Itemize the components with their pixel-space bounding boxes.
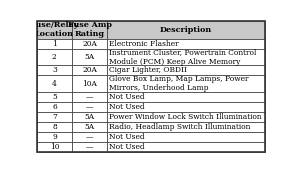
Text: 4: 4 (52, 80, 57, 88)
Text: —: — (86, 93, 93, 101)
Text: 3: 3 (52, 66, 57, 74)
Text: Glove Box Lamp, Map Lamps, Power
Mirrors, Underhood Lamp: Glove Box Lamp, Map Lamps, Power Mirrors… (109, 75, 249, 93)
Bar (72, 122, 107, 132)
Bar (37, 21, 72, 39)
Text: —: — (86, 143, 93, 151)
Text: 2: 2 (52, 53, 57, 61)
Bar (37, 142, 72, 152)
Text: Radio, Headlamp Switch Illumination: Radio, Headlamp Switch Illumination (109, 123, 250, 131)
Bar (37, 75, 72, 92)
Text: 6: 6 (52, 103, 57, 111)
Bar (107, 112, 265, 122)
Bar (72, 92, 107, 102)
Bar (72, 132, 107, 142)
Text: Electronic Flasher: Electronic Flasher (109, 40, 179, 48)
Text: Description: Description (160, 25, 212, 34)
Text: Fuse/Relay
Location: Fuse/Relay Location (30, 21, 78, 38)
Bar (37, 49, 72, 65)
Bar (37, 102, 72, 112)
Bar (107, 102, 265, 112)
Bar (37, 112, 72, 122)
Text: Not Used: Not Used (109, 143, 145, 151)
Bar (107, 122, 265, 132)
Text: 5A: 5A (85, 113, 95, 121)
Bar (37, 65, 72, 75)
Bar (72, 102, 107, 112)
Bar (72, 49, 107, 65)
Text: 20A: 20A (82, 66, 97, 74)
Text: 8: 8 (52, 123, 57, 131)
Bar (107, 21, 265, 39)
Text: Fuse Amp
Rating: Fuse Amp Rating (68, 21, 112, 38)
Bar (37, 122, 72, 132)
Bar (107, 39, 265, 49)
Text: 9: 9 (52, 133, 57, 141)
Bar (37, 132, 72, 142)
Text: Not Used: Not Used (109, 133, 145, 141)
Text: —: — (86, 133, 93, 141)
Text: Not Used: Not Used (109, 93, 145, 101)
Bar (37, 39, 72, 49)
Bar (107, 142, 265, 152)
Text: 7: 7 (52, 113, 57, 121)
Text: Power Window Lock Switch Illumination: Power Window Lock Switch Illumination (109, 113, 262, 121)
Bar (107, 75, 265, 92)
Text: Cigar Lighter, OBDII: Cigar Lighter, OBDII (109, 66, 187, 74)
Text: 5A: 5A (85, 123, 95, 131)
Bar (107, 132, 265, 142)
Text: 10: 10 (50, 143, 59, 151)
Text: Instrument Cluster, Powertrain Control
Module (PCM) Keep Alive Memory: Instrument Cluster, Powertrain Control M… (109, 48, 257, 66)
Text: 20A: 20A (82, 40, 97, 48)
Bar (107, 65, 265, 75)
Text: Not Used: Not Used (109, 103, 145, 111)
Bar (37, 92, 72, 102)
Text: 5: 5 (52, 93, 57, 101)
Bar (72, 112, 107, 122)
Text: 5A: 5A (85, 53, 95, 61)
Bar (72, 142, 107, 152)
Text: —: — (86, 103, 93, 111)
Bar (107, 92, 265, 102)
Bar (72, 39, 107, 49)
Bar (107, 49, 265, 65)
Bar (72, 21, 107, 39)
Text: 10A: 10A (82, 80, 97, 88)
Bar (72, 65, 107, 75)
Bar (72, 75, 107, 92)
Text: 1: 1 (52, 40, 57, 48)
